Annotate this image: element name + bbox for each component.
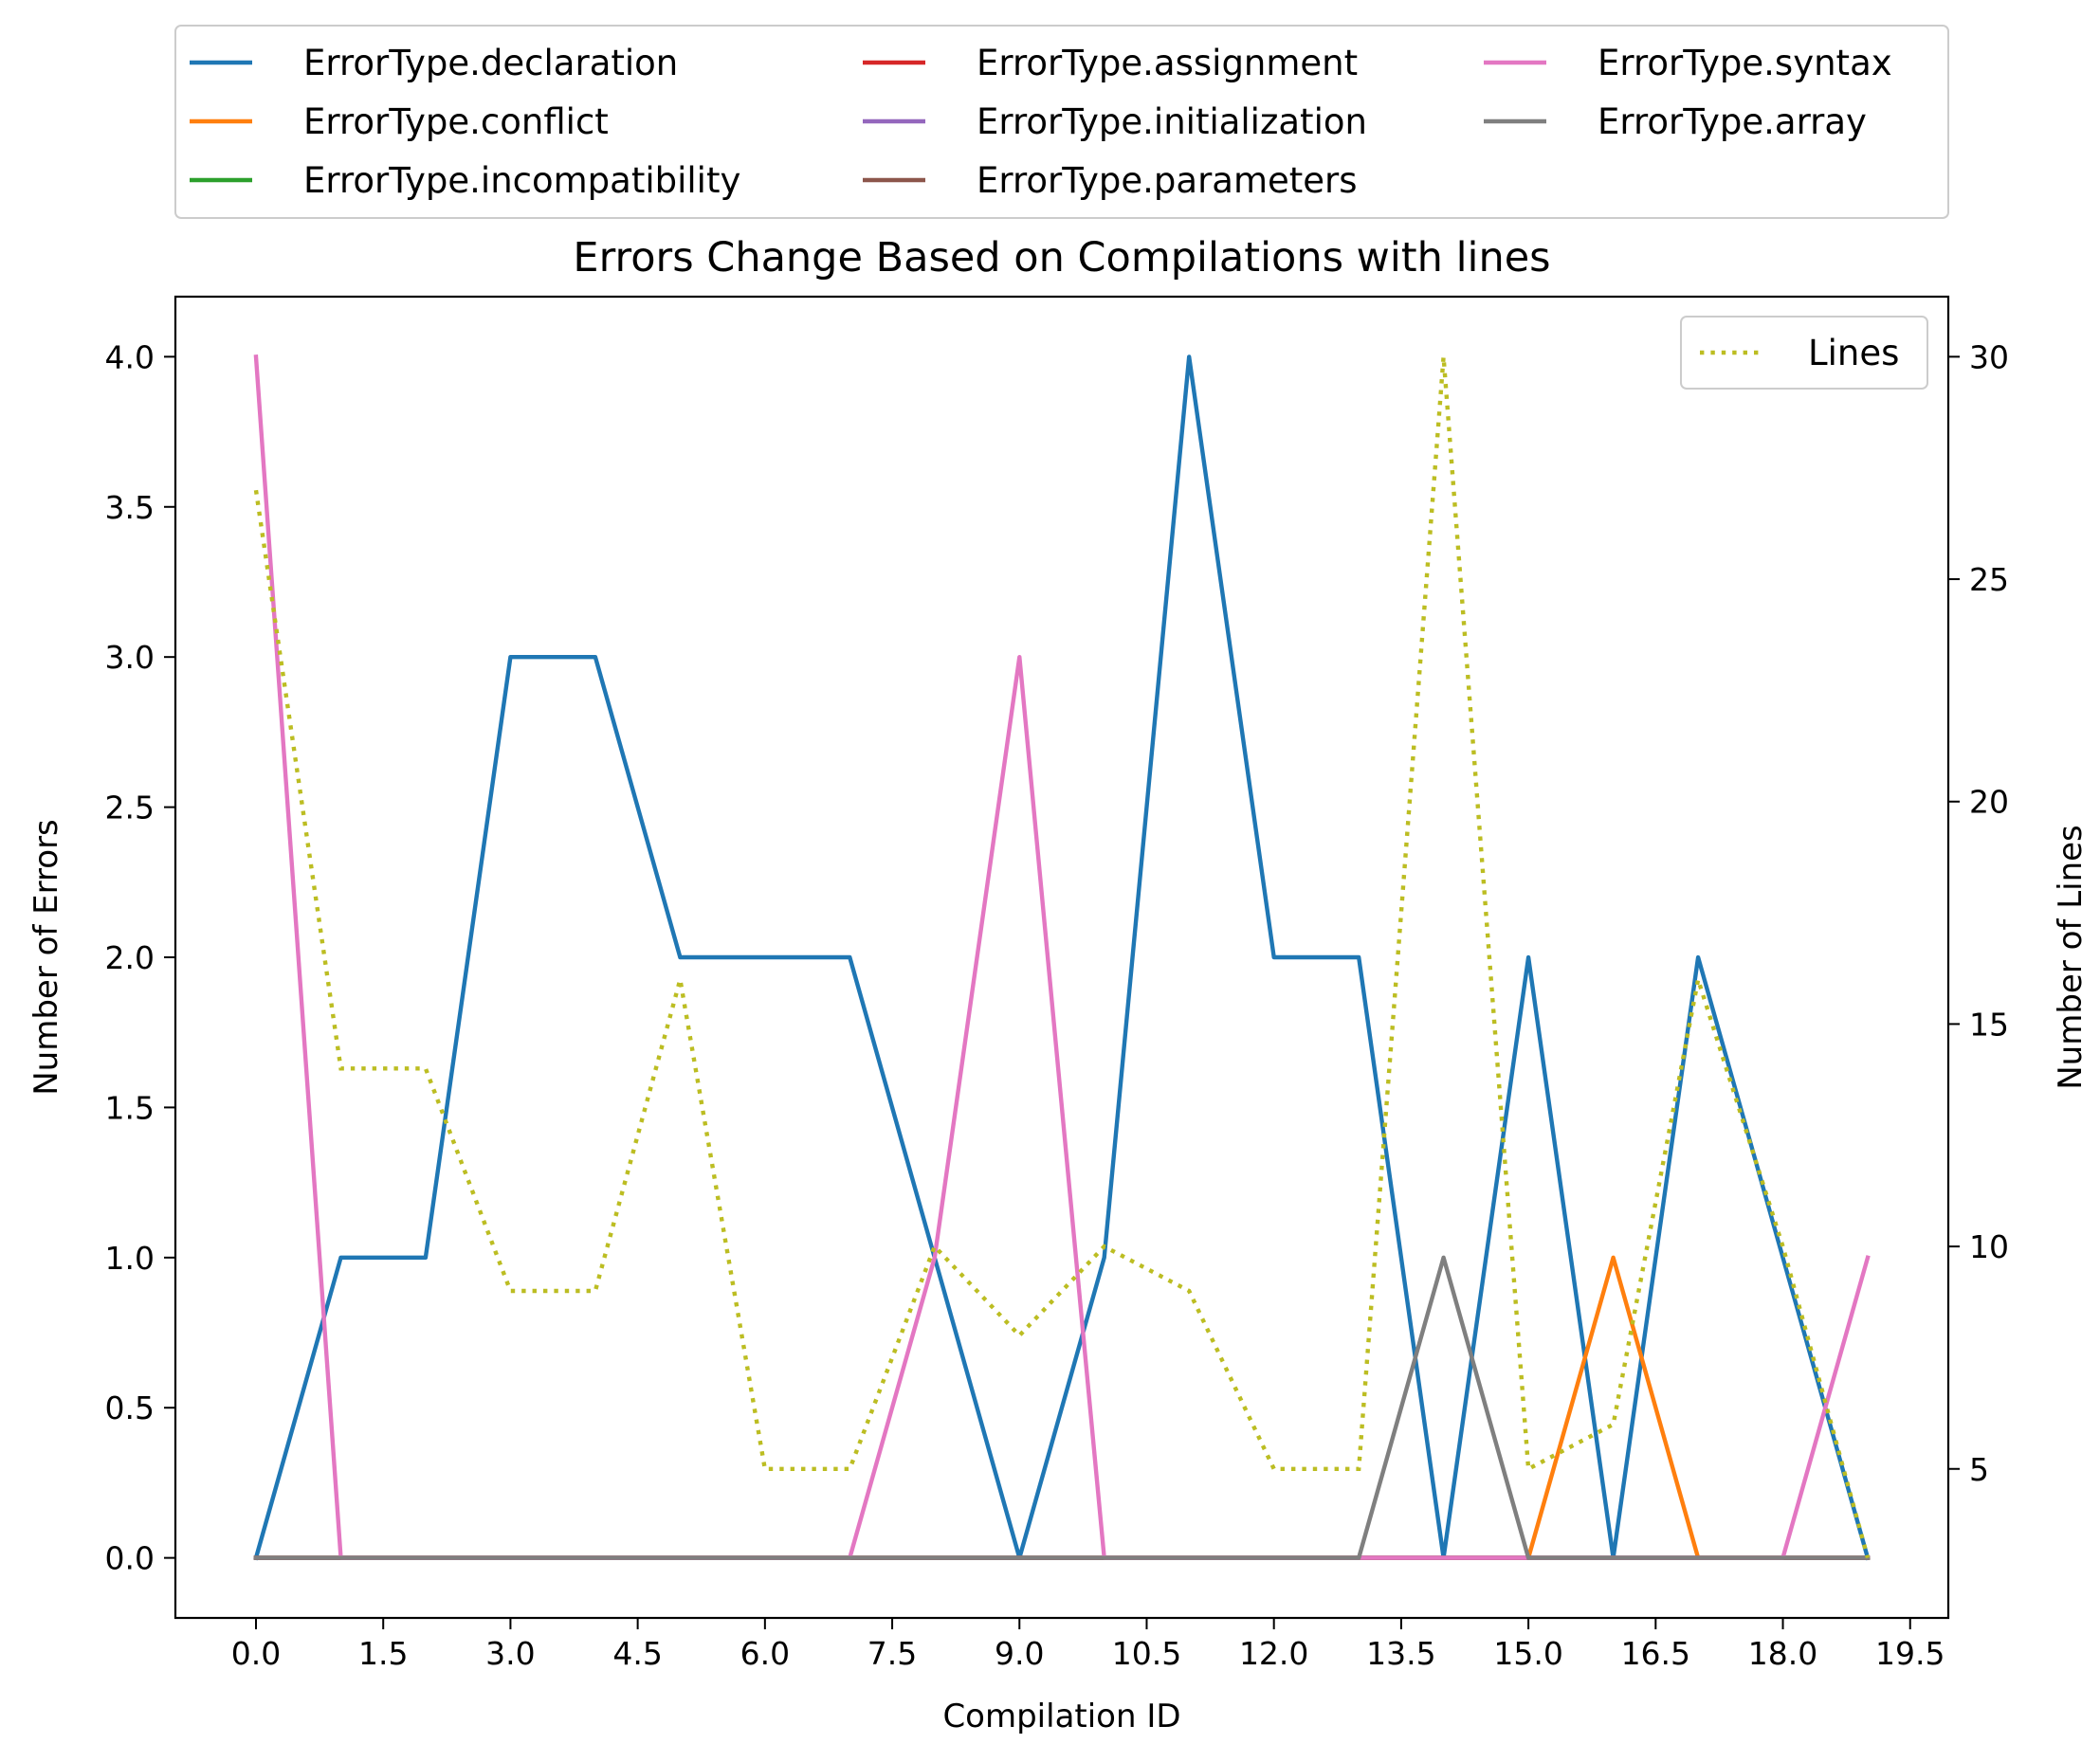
y2-axis-ticks: 5 10 15 20 25 30	[1948, 338, 2009, 1488]
y2-tick-label: 15	[1969, 1006, 2009, 1043]
legend-box	[174, 25, 1949, 219]
x-axis-label: Compilation ID	[942, 1698, 1180, 1735]
y2-tick-label: 5	[1969, 1451, 1989, 1488]
lines-legend-label: Lines	[1808, 333, 1899, 373]
y2-tick-label: 30	[1969, 338, 2009, 375]
x-tick-label: 18.0	[1748, 1635, 1817, 1672]
y-tick-label: 2.5	[105, 790, 155, 827]
legend-label-errortype-initialization: ErrorType.initialization	[977, 101, 1367, 142]
y2-tick-label: 25	[1969, 561, 2009, 598]
x-tick-label: 6.0	[740, 1635, 790, 1672]
legend-label-errortype-parameters: ErrorType.parameters	[977, 160, 1358, 201]
y2-tick-label: 10	[1969, 1228, 2009, 1265]
x-tick-label: 1.5	[358, 1635, 408, 1672]
x-tick-label: 19.5	[1875, 1635, 1945, 1672]
x-tick-label: 10.5	[1112, 1635, 1181, 1672]
x-tick-label: 13.5	[1366, 1635, 1435, 1672]
legend-label-errortype-conflict: ErrorType.conflict	[303, 101, 609, 142]
legend: ErrorType.declaration ErrorType.conflict E…	[190, 43, 1892, 201]
series-line-errortype-array	[253, 1255, 1871, 1560]
x-tick-label: 12.0	[1239, 1635, 1308, 1672]
y-tick-label: 1.5	[105, 1089, 155, 1126]
legend-label-errortype-syntax: ErrorType.syntax	[1598, 43, 1892, 83]
y-tick-label: 0.0	[105, 1540, 155, 1577]
x-tick-label: 15.0	[1493, 1635, 1562, 1672]
y-tick-label: 3.0	[105, 639, 155, 676]
lines-legend-box	[1680, 316, 1928, 390]
y-axis-label: Number of Errors	[27, 819, 65, 1096]
legend-label-errortype-assignment: ErrorType.assignment	[977, 43, 1358, 83]
series-line-lines	[253, 356, 1871, 1559]
y-tick-label: 0.5	[105, 1390, 155, 1426]
x-axis-ticks: 0.0 1.5 3.0 4.5 6.0 7.5 9.0 10.5 12.0 13.5 15.0 16.…	[231, 1618, 1945, 1672]
x-tick-label: 7.5	[867, 1635, 917, 1672]
chart-title: Errors Change Based on Compilations with…	[573, 234, 1550, 282]
y2-tick-label: 20	[1969, 784, 2009, 821]
legend-label-errortype-array: ErrorType.array	[1598, 101, 1867, 142]
y-tick-label: 2.0	[105, 939, 155, 976]
y-tick-label: 3.5	[105, 489, 155, 526]
y-tick-label: 1.0	[105, 1240, 155, 1277]
x-tick-label: 4.5	[612, 1635, 662, 1672]
legend-label-errortype-incompatibility: ErrorType.incompatibility	[303, 160, 740, 201]
series-line-errortype-declaration	[253, 354, 1871, 1561]
legend-label-errortype-declaration: ErrorType.declaration	[303, 43, 678, 83]
series-layer	[253, 354, 1871, 1561]
x-tick-label: 16.5	[1621, 1635, 1690, 1672]
x-tick-label: 3.0	[485, 1635, 535, 1672]
y-tick-label: 4.0	[105, 338, 155, 375]
y2-axis-label: Number of Lines	[2052, 825, 2090, 1090]
x-tick-label: 9.0	[995, 1635, 1044, 1672]
lines-series-layer	[253, 356, 1871, 1559]
y-axis-ticks: 0.0 0.5 1.0 1.5 2.0 2.5 3.0 3.5 4.0	[105, 338, 175, 1577]
x-tick-label: 0.0	[231, 1635, 281, 1672]
